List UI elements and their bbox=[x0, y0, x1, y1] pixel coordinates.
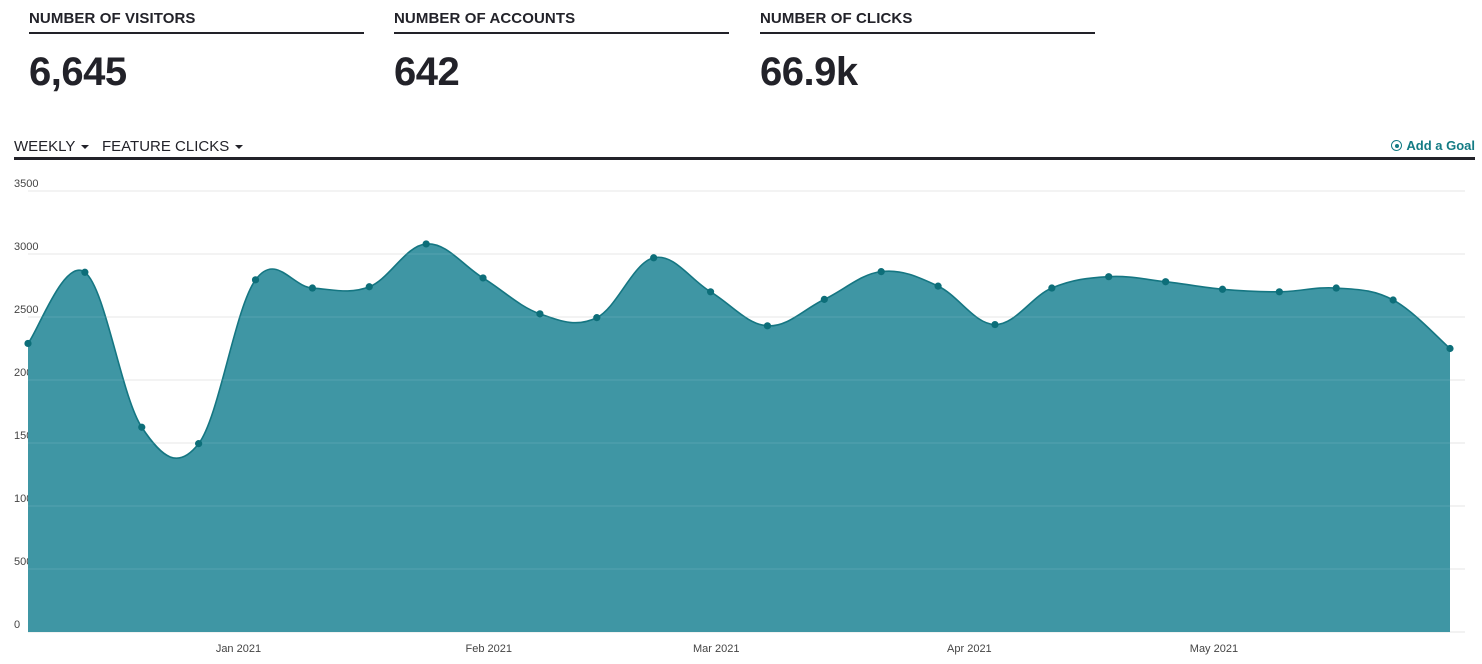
data-point bbox=[763, 322, 772, 330]
data-point bbox=[1275, 288, 1283, 296]
data-point bbox=[81, 268, 89, 276]
data-point bbox=[1332, 284, 1340, 292]
data-point bbox=[195, 440, 203, 448]
data-point bbox=[593, 314, 601, 322]
caret-down-icon bbox=[81, 145, 90, 150]
period-dropdown[interactable]: WEEKLY bbox=[14, 138, 90, 155]
series-line bbox=[27, 243, 1451, 460]
data-point bbox=[1218, 285, 1227, 293]
data-point bbox=[138, 423, 146, 431]
data-point bbox=[1048, 284, 1056, 292]
metric-clicks: NUMBER OF CLICKS 66.9k bbox=[760, 10, 1095, 95]
metric-visitors-value: 6,645 bbox=[29, 50, 127, 94]
y-tick-label: 3500 bbox=[14, 178, 38, 190]
metric-accounts-value: 642 bbox=[394, 50, 460, 94]
data-point bbox=[820, 295, 828, 303]
add-goal-button[interactable]: Add a Goal bbox=[1391, 138, 1475, 153]
x-tick-label: Apr 2021 bbox=[947, 643, 992, 655]
area-fill bbox=[28, 243, 1450, 632]
add-goal-label: Add a Goal bbox=[1406, 138, 1475, 153]
x-tick-label: Mar 2021 bbox=[693, 643, 739, 655]
y-tick-label: 3000 bbox=[14, 241, 38, 253]
data-point bbox=[706, 288, 715, 296]
x-tick-label: Feb 2021 bbox=[465, 643, 511, 655]
data-point bbox=[991, 320, 999, 329]
metric-dropdown[interactable]: FEATURE CLICKS bbox=[102, 138, 244, 155]
metric-accounts-label: NUMBER OF ACCOUNTS bbox=[394, 10, 729, 34]
data-point bbox=[1162, 278, 1170, 286]
metric-clicks-label: NUMBER OF CLICKS bbox=[760, 10, 1095, 34]
data-point bbox=[24, 339, 32, 348]
data-point bbox=[934, 282, 942, 290]
data-point bbox=[650, 254, 658, 262]
x-tick-label: May 2021 bbox=[1190, 643, 1238, 655]
data-point bbox=[308, 284, 316, 292]
period-dropdown-label: WEEKLY bbox=[14, 138, 76, 155]
data-point bbox=[877, 268, 885, 276]
data-point bbox=[1389, 296, 1397, 304]
y-tick-label: 2500 bbox=[14, 304, 38, 316]
data-point bbox=[1105, 273, 1113, 281]
data-point bbox=[479, 274, 487, 282]
metric-accounts: NUMBER OF ACCOUNTS 642 bbox=[394, 10, 729, 95]
metric-clicks-value: 66.9k bbox=[760, 50, 858, 94]
y-tick-label: 500 bbox=[14, 556, 32, 568]
metric-visitors-label: NUMBER OF VISITORS bbox=[29, 10, 364, 34]
metric-dropdown-label: FEATURE CLICKS bbox=[102, 138, 230, 155]
y-tick-label: 0 bbox=[14, 619, 20, 631]
target-icon bbox=[1391, 140, 1403, 151]
data-point bbox=[365, 283, 373, 291]
chart-toolbar: WEEKLY FEATURE CLICKS Add a Goal bbox=[14, 137, 1475, 160]
caret-down-icon bbox=[235, 145, 244, 150]
data-point bbox=[536, 310, 544, 318]
metric-visitors: NUMBER OF VISITORS 6,645 bbox=[29, 10, 364, 95]
x-tick-label: Jan 2021 bbox=[216, 643, 261, 655]
data-point bbox=[1446, 344, 1454, 353]
data-point bbox=[422, 240, 430, 248]
data-point bbox=[251, 276, 260, 284]
